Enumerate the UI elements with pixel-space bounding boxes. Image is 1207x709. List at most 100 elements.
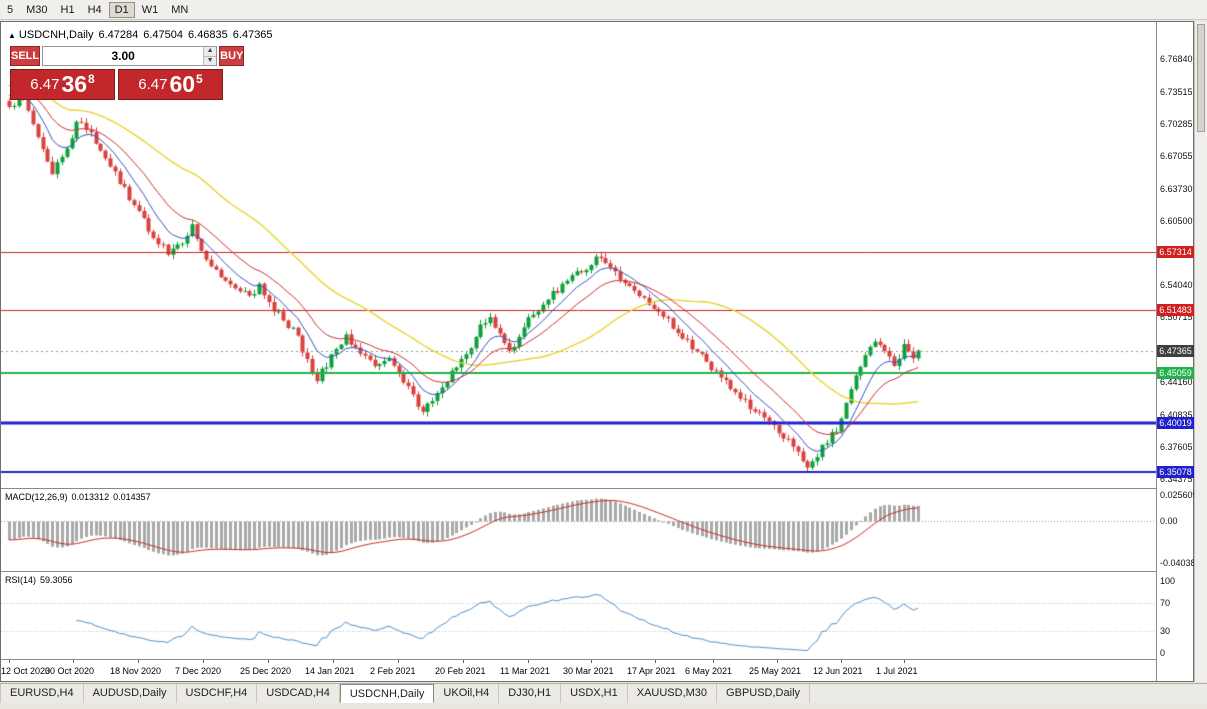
date-axis-label: 14 Jan 2021 [305,666,355,676]
price-axis-label: 6.70285 [1160,118,1193,129]
panel-separator[interactable] [1,488,1193,489]
volume-control[interactable]: ▲ ▼ [42,46,218,66]
date-axis-label: 17 Apr 2021 [627,666,676,676]
chart-ohlc-header: ▲ USDCNH,Daily 6.47284 6.47504 6.46835 6.4736… [8,29,278,41]
volume-increase-icon[interactable]: ▲ [204,47,217,57]
buy-price-sup: 5 [196,71,203,86]
date-axis[interactable]: 12 Oct 2020 30 Oct 2020 18 Nov 2020 7 Dec 2… [1,660,1156,681]
timeframe-button-h1[interactable]: H1 [60,3,75,16]
rsi-indicator-label: RSI(14) 59.3056 [5,575,77,585]
volume-spinner: ▲ ▼ [203,47,217,65]
price-axis-label: 6.63730 [1160,183,1193,194]
date-axis-tick [138,660,139,663]
tab-xauusd-m30[interactable]: XAUUSD,M30 [628,684,718,703]
ohlc-high: 6.47504 [143,29,184,41]
date-axis-tick [333,660,334,663]
ohlc-low: 6.46835 [188,29,228,41]
date-axis-label: 20 Feb 2021 [435,666,486,676]
rsi-axis-label: 0 [1160,648,1166,658]
buy-price-big: 60 [169,71,196,97]
rsi-axis-label: 100 [1160,576,1176,586]
price-level-badge: 6.40019 [1157,417,1194,430]
timeframe-button-m30[interactable]: M30 [26,3,48,16]
chart-collapse-icon[interactable]: ▲ [8,31,16,40]
date-axis-tick [463,660,464,663]
macd-panel-canvas[interactable] [1,489,1156,571]
price-axis-label: 6.60500 [1160,215,1193,226]
date-axis-label: 7 Dec 2020 [175,666,222,676]
price-axis-label: 6.34375 [1160,473,1193,484]
date-axis-label: 1 Jul 2021 [876,666,918,676]
macd-axis-label: -0.040388 [1160,558,1201,568]
buy-price-prefix: 6.47 [138,76,168,93]
tab-usdx-h1[interactable]: USDX,H1 [561,684,628,703]
rsi-axis-label: 70 [1160,597,1171,608]
date-axis-tick [203,660,204,663]
tab-usdchf-h4[interactable]: USDCHF,H4 [177,684,258,703]
date-axis-tick [655,660,656,663]
panel-separator[interactable] [1,659,1193,660]
timeframe-button-h4[interactable]: H4 [87,3,102,16]
price-axis-label: 6.37605 [1160,442,1193,453]
date-axis-tick [713,660,714,663]
price-axis-label: 6.50715 [1160,312,1193,323]
rsi-value: 59.3056 [40,575,73,585]
date-axis-tick [268,660,269,663]
tab-ukoil-h4[interactable]: UKOil,H4 [434,684,500,703]
sell-price-display[interactable]: 6.47 36 8 [10,69,115,100]
date-axis-label: 2 Feb 2021 [370,666,416,676]
ohlc-close: 6.47365 [232,29,273,41]
sell-price-sup: 8 [88,71,95,86]
tab-eurusd-h4[interactable]: EURUSD,H4 [0,684,84,703]
price-level-badge: 6.45059 [1157,367,1194,380]
price-axis-label: 6.44160 [1160,377,1193,388]
date-axis-label: 25 Dec 2020 [240,666,292,676]
chart-window: ▲ USDCNH,Daily 6.47284 6.47504 6.46835 6.4736… [0,21,1201,682]
timeframe-button-d1[interactable]: D1 [108,1,135,18]
date-axis-tick [73,660,74,663]
vertical-scrollbar[interactable] [1194,21,1207,682]
timeframe-button-mn[interactable]: MN [171,3,189,16]
date-axis-tick [528,660,529,663]
tab-usdcad-h4[interactable]: USDCAD,H4 [257,684,340,703]
price-axis-label: 6.76840 [1160,54,1193,65]
price-level-badge: 6.51483 [1157,303,1194,316]
price-level-badge: 6.35078 [1157,466,1194,478]
price-axis[interactable]: 6.76840 6.73515 6.70285 6.67055 6.63730 6.605… [1156,22,1201,681]
scrollbar-thumb[interactable] [1197,24,1205,132]
status-bar [0,704,1207,709]
sell-price-prefix: 6.47 [30,76,60,93]
tab-dj30-h1[interactable]: DJ30,H1 [499,684,562,703]
volume-input[interactable] [43,47,204,65]
tab-usdcnh-daily[interactable]: USDCNH,Daily [339,684,435,703]
macd-name: MACD(12,26,9) [5,492,68,502]
macd-axis-label: 0.025609 [1160,490,1198,500]
panel-separator[interactable] [1,571,1193,572]
sell-price-big: 36 [61,71,88,97]
date-axis-label: 12 Jun 2021 [813,666,863,676]
macd-main-value: 0.013312 [71,492,110,502]
date-axis-tick [9,660,10,663]
macd-signal-value: 0.014357 [113,492,151,502]
current-price-badge: 6.47365 [1157,344,1194,357]
date-axis-tick [841,660,842,663]
price-axis-label: 6.40835 [1160,410,1193,421]
sell-button[interactable]: SELL [10,46,41,66]
date-axis-tick [398,660,399,663]
rsi-axis-label: 30 [1160,626,1171,637]
chart-tab-bar: EURUSD,H4 AUDUSD,Daily USDCHF,H4 USDCAD,H4 U… [0,683,1207,703]
date-axis-tick [904,660,905,663]
volume-decrease-icon[interactable]: ▼ [204,56,217,65]
price-axis-label: 6.73515 [1160,87,1193,98]
date-axis-tick [777,660,778,663]
buy-price-display[interactable]: 6.47 60 5 [118,69,223,100]
buy-button[interactable]: BUY [219,46,245,66]
tab-gbpusd-daily[interactable]: GBPUSD,Daily [717,684,811,703]
date-axis-tick [591,660,592,663]
timeframe-button-w1[interactable]: W1 [141,3,159,16]
timeframe-button-5[interactable]: 5 [7,3,14,16]
price-axis-label: 6.67055 [1160,150,1193,161]
tab-audusd-daily[interactable]: AUDUSD,Daily [84,684,177,703]
rsi-panel-canvas[interactable] [1,572,1156,659]
